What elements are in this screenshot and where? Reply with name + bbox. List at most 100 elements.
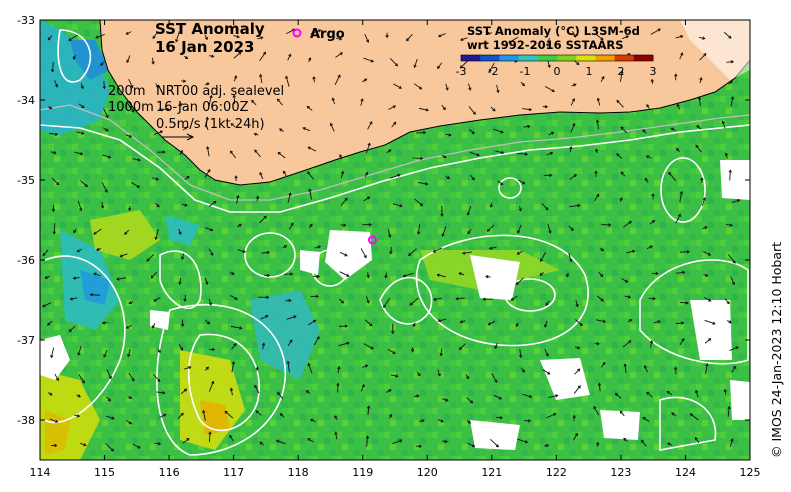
current-vector — [730, 96, 734, 107]
colorbar-tick-label: 2 — [618, 65, 625, 78]
current-vector-head — [623, 437, 627, 441]
current-vector-head — [420, 156, 424, 161]
current-vector-head — [649, 245, 653, 249]
current-vector — [698, 36, 705, 40]
current-vector — [703, 251, 711, 256]
current-vector-head — [81, 380, 85, 384]
current-vector-head — [510, 297, 514, 301]
current-vector-head — [460, 37, 464, 41]
imos-credit: © IMOS 24-Jan-2023 12:10 Hobart — [769, 242, 784, 458]
current-vector — [259, 172, 264, 180]
current-vector-head — [302, 127, 306, 131]
current-vector — [204, 319, 210, 325]
current-vector-head — [266, 273, 271, 278]
current-vector — [731, 366, 736, 373]
current-vector-head — [334, 431, 338, 435]
lon-tick-label: 114 — [30, 466, 51, 479]
current-vector — [50, 347, 55, 358]
current-vector — [152, 32, 158, 39]
vector-scale-label: 0.5m/s (1kt 24h) — [156, 117, 265, 132]
lon-tick-label: 116 — [159, 466, 180, 479]
current-vector-head — [310, 418, 314, 422]
current-vector-head — [498, 396, 503, 400]
current-vector — [644, 365, 648, 373]
current-vector-head — [646, 391, 650, 395]
current-vector — [575, 300, 578, 307]
current-vector-head — [729, 80, 733, 84]
current-vector-head — [266, 295, 270, 299]
current-vector — [467, 442, 475, 447]
current-vector-head — [100, 62, 104, 66]
current-vector — [569, 146, 572, 153]
latitude-axis: -33-34-35-36-37-38 — [17, 14, 750, 427]
current-vector — [277, 98, 283, 106]
current-vector — [50, 151, 56, 154]
current-vector-head — [689, 413, 693, 417]
current-vector-head — [730, 60, 735, 64]
current-vector-head — [307, 362, 311, 367]
current-vector — [445, 83, 449, 91]
current-vector-head — [162, 150, 166, 154]
current-vector-head — [545, 302, 549, 306]
current-vector-head — [440, 419, 445, 423]
current-vector — [389, 58, 398, 67]
colorbar-segment — [576, 55, 596, 61]
current-vector-head — [388, 234, 392, 238]
current-vector — [236, 195, 239, 204]
current-vector — [704, 319, 716, 325]
current-vector — [93, 273, 101, 277]
current-vector-head — [69, 297, 73, 301]
current-vector-head — [620, 171, 624, 175]
current-vector-head — [206, 82, 210, 86]
current-vector-head — [339, 52, 343, 56]
current-vector-head — [111, 416, 115, 420]
current-vector — [132, 158, 141, 161]
data-source-label: NRT00 adj. sealevel — [156, 84, 284, 99]
current-vector — [93, 228, 102, 235]
current-vector — [406, 33, 413, 41]
current-vector — [288, 222, 294, 230]
current-vector — [726, 223, 733, 226]
current-vector — [462, 251, 472, 254]
current-vector-head — [455, 297, 459, 301]
current-vector — [181, 203, 188, 206]
current-vector-head — [623, 363, 627, 367]
current-vector — [42, 302, 52, 307]
current-vector-head — [553, 412, 557, 417]
current-vector-head — [184, 126, 188, 130]
current-vector-head — [527, 419, 532, 423]
current-vector — [569, 174, 577, 180]
current-vector — [442, 226, 447, 237]
current-vector-head — [494, 379, 498, 383]
current-vector-head — [370, 59, 375, 63]
current-vector-head — [337, 74, 341, 78]
current-vector — [469, 174, 475, 181]
current-vector — [594, 194, 600, 202]
current-vector — [387, 348, 396, 354]
current-vector-head — [508, 40, 512, 44]
current-vector — [182, 438, 190, 444]
current-vector-head — [655, 271, 659, 276]
current-vector — [722, 121, 726, 129]
current-vector — [469, 151, 480, 156]
current-vector-head — [336, 382, 340, 386]
current-vector — [416, 132, 426, 134]
argo-float-marker[interactable] — [367, 235, 377, 245]
current-vector — [179, 278, 182, 285]
current-vector-head — [389, 413, 393, 418]
current-vector-head — [209, 94, 213, 99]
current-vector — [90, 294, 101, 296]
current-vector-head — [422, 130, 427, 135]
current-vector-head — [128, 421, 133, 425]
colorbar-segment — [557, 55, 577, 61]
current-vector — [547, 37, 550, 47]
current-vector — [204, 117, 209, 128]
current-vector — [517, 224, 522, 234]
current-vector-head — [100, 205, 105, 209]
current-vector-head — [370, 346, 374, 350]
current-vector — [546, 152, 553, 156]
current-vector — [540, 251, 547, 262]
current-vector — [154, 442, 161, 445]
current-vector-head — [186, 175, 190, 179]
current-vector — [313, 76, 315, 83]
